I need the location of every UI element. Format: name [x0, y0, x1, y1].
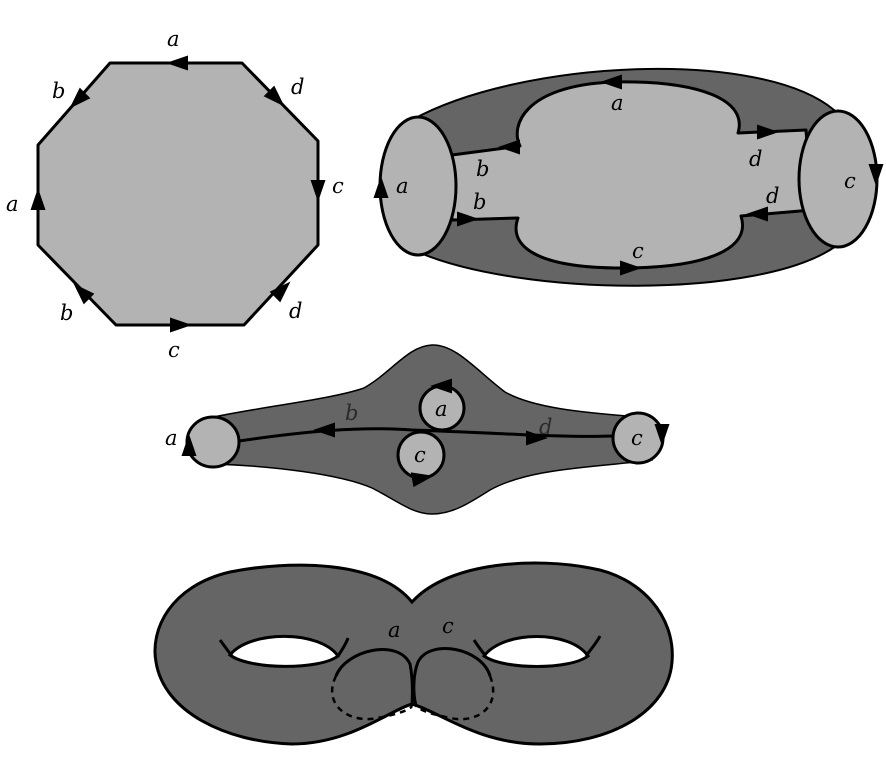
octagon-label-top: a: [167, 27, 180, 51]
octagon-label-lower-left: b: [60, 301, 73, 325]
torus-hole-right-lip: [472, 635, 602, 658]
cylinder-label-lower-right: d: [766, 184, 779, 208]
disk-label-left-end: a: [165, 426, 178, 450]
disk-label-right-path: d: [539, 415, 552, 439]
disk-label-right-end: c: [631, 426, 643, 450]
torus-curve-c: [412, 647, 492, 707]
disk-label-upper-hole: a: [435, 397, 448, 421]
octagon-label-upper-left: b: [52, 79, 65, 103]
octagon-label-lower-right: d: [289, 299, 302, 323]
disk-left-end: [185, 415, 241, 469]
cylinder-label-left-end: a: [396, 174, 409, 198]
torus-hole-right: [481, 635, 591, 668]
cylinder-left-cap: [378, 115, 458, 257]
cylinder-right-cap: [797, 109, 879, 249]
disk-label-lower-hole: c: [414, 443, 426, 467]
disk-label-left-path: b: [345, 401, 358, 425]
octagon-label-left: a: [6, 192, 19, 216]
double-torus-figure: a c: [153, 561, 674, 746]
octagon-figure: a b d a c b d c: [6, 27, 344, 362]
torus-curve-a: [334, 648, 414, 707]
cylinder-label-top: a: [611, 91, 624, 115]
disk-with-holes-figure: a b a c d c: [165, 344, 670, 515]
octagon-label-bottom: c: [168, 338, 180, 362]
octagon-label-right: c: [332, 174, 344, 198]
torus-label-c: c: [442, 614, 454, 638]
cylinder-label-lower-left: b: [473, 190, 486, 214]
cylinder-figure: a b d a c b d c: [373, 67, 884, 287]
octagon-face: [36, 61, 320, 327]
torus-label-a: a: [388, 618, 401, 642]
octagon-label-upper-right: d: [291, 75, 304, 99]
torus-hole-left-lip: [218, 637, 350, 658]
disk-path: [238, 427, 614, 443]
cylinder-label-bottom: c: [632, 239, 644, 263]
torus-curve-c-hidden: [415, 675, 495, 721]
cylinder-label-right-end: c: [844, 169, 856, 193]
cylinder-label-upper-left: b: [476, 157, 489, 181]
cylinder-label-upper-right: d: [749, 147, 762, 171]
